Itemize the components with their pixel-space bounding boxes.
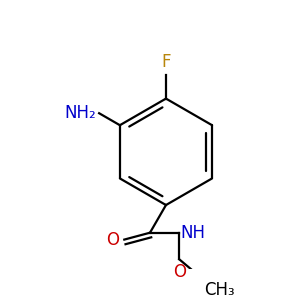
Text: F: F [161,53,171,71]
Text: CH₃: CH₃ [204,281,235,299]
Text: O: O [106,231,119,249]
Text: O: O [173,262,186,280]
Text: NH: NH [181,224,206,242]
Text: NH₂: NH₂ [65,104,97,122]
